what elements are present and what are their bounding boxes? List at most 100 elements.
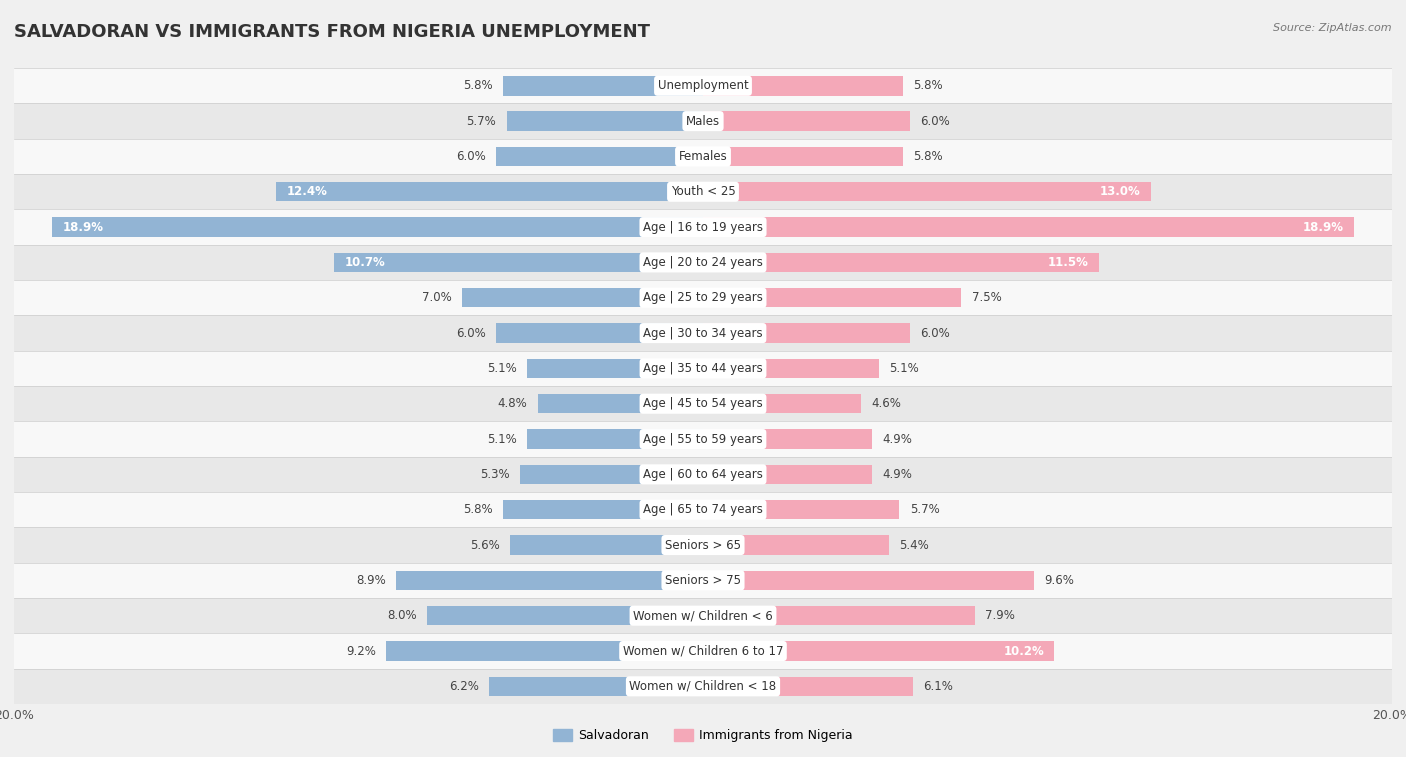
Bar: [14, 492, 1392, 528]
Text: 11.5%: 11.5%: [1047, 256, 1088, 269]
Text: 6.0%: 6.0%: [456, 150, 486, 163]
Bar: [396, 571, 703, 590]
Bar: [703, 465, 872, 484]
Text: 5.6%: 5.6%: [470, 538, 499, 552]
Bar: [14, 104, 1392, 139]
Text: 6.0%: 6.0%: [920, 326, 950, 340]
Bar: [276, 182, 703, 201]
Bar: [527, 429, 703, 449]
Bar: [703, 500, 900, 519]
Bar: [496, 147, 703, 166]
Text: 8.0%: 8.0%: [388, 609, 418, 622]
Text: 5.8%: 5.8%: [463, 79, 494, 92]
Bar: [703, 394, 862, 413]
Bar: [14, 562, 1392, 598]
Text: 5.8%: 5.8%: [463, 503, 494, 516]
Text: 6.0%: 6.0%: [456, 326, 486, 340]
Text: 6.1%: 6.1%: [924, 680, 953, 693]
Text: Women w/ Children < 18: Women w/ Children < 18: [630, 680, 776, 693]
Bar: [52, 217, 703, 237]
Text: Age | 16 to 19 years: Age | 16 to 19 years: [643, 220, 763, 234]
Text: 10.2%: 10.2%: [1004, 644, 1045, 658]
Bar: [703, 253, 1099, 272]
Bar: [14, 316, 1392, 350]
Bar: [427, 606, 703, 625]
Bar: [703, 76, 903, 95]
Bar: [14, 139, 1392, 174]
Bar: [527, 359, 703, 378]
Text: 18.9%: 18.9%: [1303, 220, 1344, 234]
Text: 9.6%: 9.6%: [1045, 574, 1074, 587]
Bar: [506, 111, 703, 131]
Bar: [703, 606, 976, 625]
Bar: [14, 210, 1392, 245]
Bar: [703, 288, 962, 307]
Bar: [14, 68, 1392, 104]
Text: Source: ZipAtlas.com: Source: ZipAtlas.com: [1274, 23, 1392, 33]
Text: 4.9%: 4.9%: [882, 432, 912, 446]
Text: Unemployment: Unemployment: [658, 79, 748, 92]
Bar: [14, 598, 1392, 634]
Text: Seniors > 75: Seniors > 75: [665, 574, 741, 587]
Text: 5.1%: 5.1%: [889, 362, 918, 375]
Bar: [14, 174, 1392, 210]
Bar: [703, 217, 1354, 237]
Bar: [14, 386, 1392, 422]
Text: 5.3%: 5.3%: [481, 468, 510, 481]
Bar: [503, 76, 703, 95]
Text: 5.8%: 5.8%: [912, 150, 943, 163]
Text: Age | 20 to 24 years: Age | 20 to 24 years: [643, 256, 763, 269]
Text: 5.4%: 5.4%: [900, 538, 929, 552]
Text: Women w/ Children < 6: Women w/ Children < 6: [633, 609, 773, 622]
Bar: [510, 535, 703, 555]
Bar: [703, 111, 910, 131]
Bar: [703, 571, 1033, 590]
Text: 5.1%: 5.1%: [488, 362, 517, 375]
Text: 5.1%: 5.1%: [488, 432, 517, 446]
Bar: [703, 323, 910, 343]
Text: Age | 65 to 74 years: Age | 65 to 74 years: [643, 503, 763, 516]
Bar: [489, 677, 703, 696]
Text: 4.8%: 4.8%: [498, 397, 527, 410]
Text: Youth < 25: Youth < 25: [671, 185, 735, 198]
Bar: [703, 535, 889, 555]
Bar: [703, 359, 879, 378]
Text: 12.4%: 12.4%: [287, 185, 328, 198]
Text: Age | 35 to 44 years: Age | 35 to 44 years: [643, 362, 763, 375]
Bar: [503, 500, 703, 519]
Text: 7.5%: 7.5%: [972, 291, 1001, 304]
Text: 5.8%: 5.8%: [912, 79, 943, 92]
Bar: [703, 182, 1152, 201]
Text: Age | 60 to 64 years: Age | 60 to 64 years: [643, 468, 763, 481]
Bar: [14, 422, 1392, 456]
Text: Age | 55 to 59 years: Age | 55 to 59 years: [643, 432, 763, 446]
Text: 5.7%: 5.7%: [467, 114, 496, 128]
Text: 10.7%: 10.7%: [344, 256, 385, 269]
Bar: [703, 147, 903, 166]
Bar: [14, 456, 1392, 492]
Bar: [496, 323, 703, 343]
Bar: [537, 394, 703, 413]
Text: 18.9%: 18.9%: [62, 220, 103, 234]
Text: 7.0%: 7.0%: [422, 291, 451, 304]
Text: 7.9%: 7.9%: [986, 609, 1015, 622]
Text: Age | 25 to 29 years: Age | 25 to 29 years: [643, 291, 763, 304]
Bar: [14, 245, 1392, 280]
Text: 6.0%: 6.0%: [920, 114, 950, 128]
Bar: [461, 288, 703, 307]
Text: 5.7%: 5.7%: [910, 503, 939, 516]
Text: 6.2%: 6.2%: [450, 680, 479, 693]
Bar: [14, 668, 1392, 704]
Bar: [335, 253, 703, 272]
Text: Females: Females: [679, 150, 727, 163]
Bar: [520, 465, 703, 484]
Text: Males: Males: [686, 114, 720, 128]
Bar: [14, 350, 1392, 386]
Bar: [14, 634, 1392, 668]
Text: 8.9%: 8.9%: [356, 574, 387, 587]
Bar: [703, 677, 912, 696]
Text: 4.6%: 4.6%: [872, 397, 901, 410]
Text: SALVADORAN VS IMMIGRANTS FROM NIGERIA UNEMPLOYMENT: SALVADORAN VS IMMIGRANTS FROM NIGERIA UN…: [14, 23, 650, 41]
Text: Women w/ Children 6 to 17: Women w/ Children 6 to 17: [623, 644, 783, 658]
Bar: [703, 429, 872, 449]
